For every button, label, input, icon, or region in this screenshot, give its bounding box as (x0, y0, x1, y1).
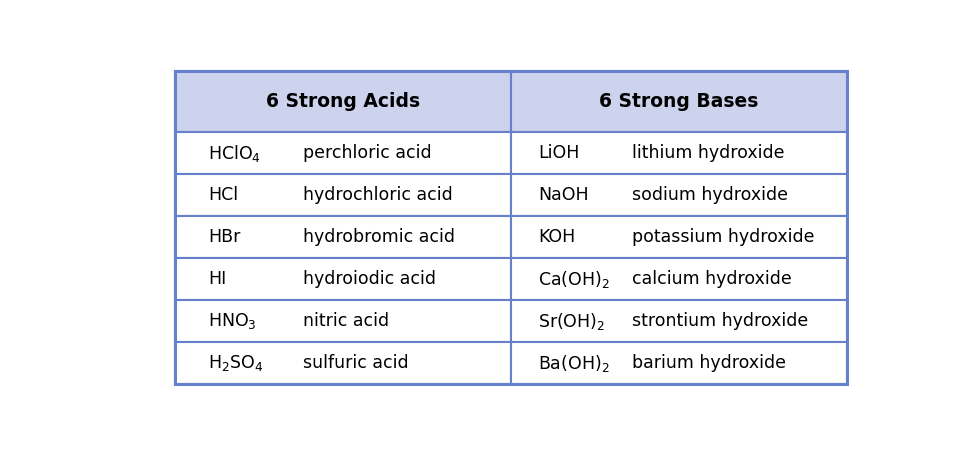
Text: sodium hydroxide: sodium hydroxide (632, 186, 788, 204)
Text: 6 Strong Bases: 6 Strong Bases (600, 92, 759, 111)
Bar (175, 72, 847, 384)
Text: H$_2$SO$_4$: H$_2$SO$_4$ (209, 353, 264, 373)
Text: hydrobromic acid: hydrobromic acid (302, 228, 454, 246)
Text: NaOH: NaOH (538, 186, 589, 204)
Text: Sr(OH)$_2$: Sr(OH)$_2$ (538, 311, 605, 331)
Text: HClO$_4$: HClO$_4$ (209, 143, 261, 164)
Bar (511, 133, 847, 175)
Bar (175, 216, 511, 258)
Text: perchloric acid: perchloric acid (302, 144, 431, 162)
Text: 6 Strong Acids: 6 Strong Acids (266, 92, 420, 111)
Text: sulfuric acid: sulfuric acid (302, 354, 409, 372)
Text: HBr: HBr (209, 228, 241, 246)
Text: nitric acid: nitric acid (302, 312, 389, 330)
Text: Ba(OH)$_2$: Ba(OH)$_2$ (538, 353, 609, 373)
Text: potassium hydroxide: potassium hydroxide (632, 228, 814, 246)
Bar (511, 216, 847, 258)
Bar (511, 258, 847, 300)
Text: calcium hydroxide: calcium hydroxide (632, 270, 792, 288)
Text: Ca(OH)$_2$: Ca(OH)$_2$ (538, 269, 609, 290)
Text: hydroiodic acid: hydroiodic acid (302, 270, 436, 288)
Bar (511, 300, 847, 342)
Text: strontium hydroxide: strontium hydroxide (632, 312, 808, 330)
Bar (175, 72, 511, 133)
Text: barium hydroxide: barium hydroxide (632, 354, 786, 372)
Bar (175, 258, 511, 300)
Bar (511, 72, 847, 133)
Text: HNO$_3$: HNO$_3$ (209, 311, 257, 331)
Text: lithium hydroxide: lithium hydroxide (632, 144, 785, 162)
Text: HCl: HCl (209, 186, 239, 204)
Text: KOH: KOH (538, 228, 575, 246)
Text: LiOH: LiOH (538, 144, 579, 162)
Bar (175, 342, 511, 384)
Bar (511, 175, 847, 216)
Bar (175, 300, 511, 342)
Bar (175, 175, 511, 216)
Bar (511, 342, 847, 384)
Bar (175, 133, 511, 175)
Text: hydrochloric acid: hydrochloric acid (302, 186, 452, 204)
Text: HI: HI (209, 270, 226, 288)
